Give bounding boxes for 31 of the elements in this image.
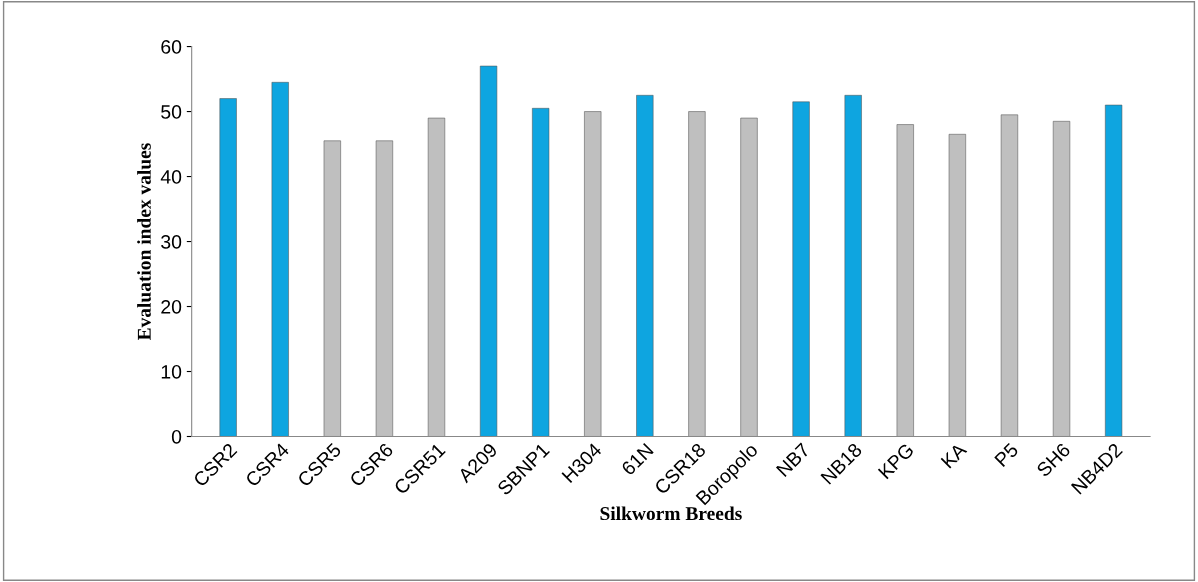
bar — [844, 95, 862, 437]
bar — [688, 111, 706, 437]
y-tick-label: 10 — [161, 364, 182, 379]
bar — [1052, 121, 1071, 437]
bar — [323, 140, 341, 437]
bar — [896, 124, 914, 437]
x-axis-title: Silkworm Breeds — [600, 506, 742, 521]
y-tick-label: 0 — [171, 429, 182, 444]
bar — [532, 108, 550, 437]
bar — [479, 65, 498, 437]
bar — [375, 140, 394, 437]
y-tick-label: 40 — [160, 170, 182, 184]
x-tick-label: 61N — [620, 442, 654, 476]
x-tick-label: KA — [940, 441, 968, 469]
y-tick-label: 50 — [161, 105, 182, 119]
y-tick-label: 30 — [161, 235, 182, 249]
x-tick-label: SH6 — [1035, 442, 1072, 478]
bar — [636, 95, 654, 437]
x-tick-label: P5 — [994, 442, 1019, 468]
bar — [584, 111, 602, 437]
bar — [792, 101, 810, 437]
bar — [1000, 114, 1019, 437]
bar — [740, 117, 758, 437]
y-tick-label: 20 — [161, 299, 182, 314]
y-axis-title: Evaluation index values — [137, 143, 151, 341]
bar — [948, 134, 966, 437]
bar — [219, 98, 237, 437]
bar — [1105, 104, 1123, 437]
bar — [271, 82, 289, 437]
bar — [427, 117, 446, 437]
y-tick-label: 60 — [161, 40, 182, 54]
